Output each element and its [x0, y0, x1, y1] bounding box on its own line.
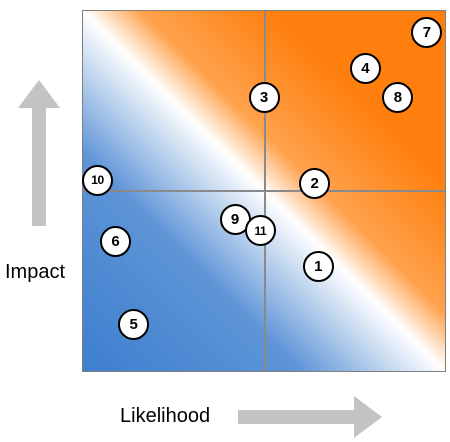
- risk-matrix: 1 2 3 4 5 6 7 8 9 10 11: [81, 10, 446, 372]
- likelihood-arrow-icon: [238, 396, 382, 438]
- risk-marker-5: 5: [118, 308, 150, 340]
- impact-label: Impact: [5, 261, 66, 283]
- likelihood-label: Likelihood: [120, 405, 211, 427]
- risk-marker-8: 8: [382, 81, 414, 113]
- impact-arrow-icon: [18, 80, 60, 226]
- risk-marker-11: 11: [244, 215, 276, 247]
- impact-midline: [83, 190, 445, 192]
- risk-marker-1: 1: [302, 251, 334, 283]
- risk-marker-7: 7: [411, 17, 443, 49]
- risk-marker-6: 6: [100, 225, 132, 257]
- risk-marker-10: 10: [81, 164, 113, 196]
- risk-marker-2: 2: [299, 168, 331, 200]
- risk-marker-3: 3: [248, 81, 280, 113]
- risk-marker-4: 4: [349, 53, 381, 85]
